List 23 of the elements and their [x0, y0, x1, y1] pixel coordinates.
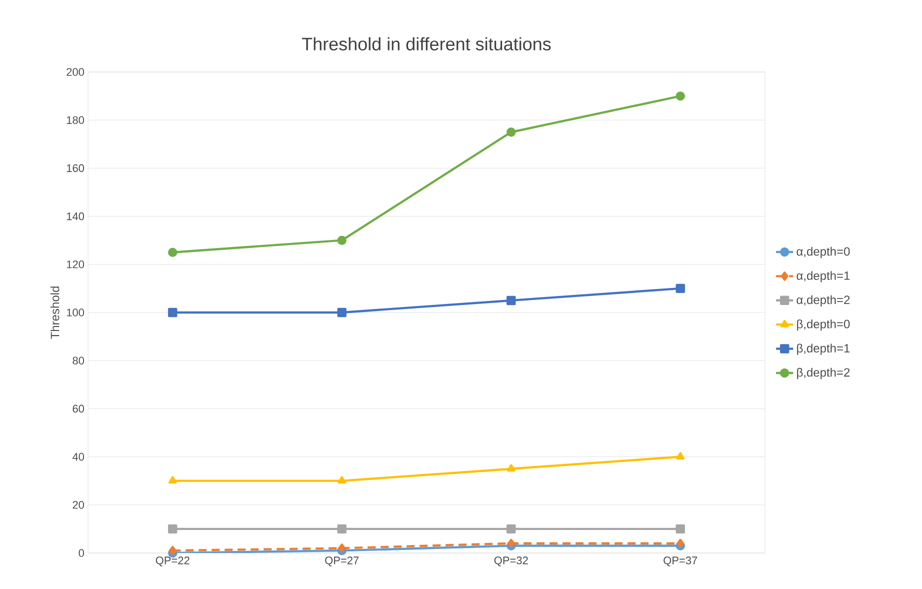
y-tick-label: 180: [66, 116, 84, 124]
y-tick-label: 140: [66, 212, 84, 220]
y-tick-label: 20: [72, 501, 84, 509]
legend-label: α,depth=2: [796, 295, 850, 306]
y-tick-label: 160: [66, 164, 84, 172]
y-tick-label: 0: [78, 549, 84, 557]
x-tick-label: QP=32: [494, 556, 528, 566]
chart-title: Threshold in different situations: [302, 37, 551, 50]
legend-label: α,depth=1: [796, 271, 850, 282]
y-axis-title: Threshold: [50, 286, 60, 339]
legend-label: β,depth=2: [797, 368, 850, 380]
y-tick-label: 100: [66, 308, 84, 316]
y-tick-label: 80: [72, 356, 84, 364]
legend-label: β,depth=1: [797, 344, 850, 355]
y-tick-label: 60: [72, 404, 84, 413]
legend-label: β,depth=0: [797, 319, 850, 331]
legend-label: α,depth=0: [796, 246, 850, 258]
x-tick-label: QP=22: [156, 556, 190, 566]
y-tick-label: 200: [66, 68, 84, 76]
y-tick-label: 40: [72, 452, 84, 461]
y-tick-label: 120: [66, 260, 84, 268]
x-tick-label: QP=27: [325, 556, 359, 566]
x-tick-label: QP=37: [664, 556, 698, 566]
